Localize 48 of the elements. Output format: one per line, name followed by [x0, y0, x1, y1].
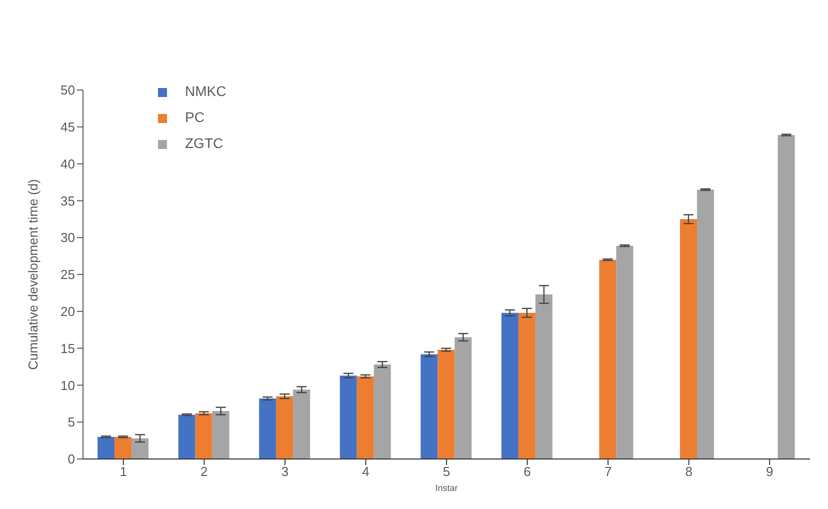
bar — [616, 246, 634, 459]
bar — [438, 350, 455, 459]
x-tick-label: 2 — [200, 464, 208, 480]
y-tick-label: 40 — [60, 156, 75, 172]
bar — [599, 260, 616, 459]
bar — [212, 411, 230, 459]
x-tick-label: 4 — [362, 464, 370, 480]
bar — [178, 414, 196, 459]
bar — [259, 398, 276, 459]
bar — [454, 337, 472, 459]
bar — [340, 376, 357, 459]
bar — [501, 312, 518, 459]
y-tick-label: 35 — [60, 193, 75, 208]
bar — [132, 438, 149, 459]
bar — [535, 294, 552, 459]
y-tick-label: 0 — [68, 452, 75, 467]
legend-label: NMKC — [185, 83, 226, 99]
x-tick-label: 3 — [281, 464, 289, 480]
bar — [420, 354, 438, 459]
bar — [276, 396, 294, 459]
x-tick-label: 1 — [120, 464, 128, 480]
bar — [114, 436, 132, 459]
bar — [518, 312, 536, 459]
bar — [680, 219, 697, 459]
bar — [374, 364, 391, 459]
y-tick-label: 15 — [60, 340, 75, 356]
x-tick-label: 6 — [524, 464, 531, 480]
legend-label: ZGTC — [185, 135, 224, 151]
x-tick-label: 9 — [766, 464, 774, 480]
x-tick-label: 8 — [685, 464, 692, 480]
legend-label: PC — [185, 109, 204, 125]
x-axis-title: Instar — [435, 483, 458, 493]
y-tick-label: 10 — [60, 378, 75, 393]
bar — [778, 135, 795, 459]
x-tick-label: 5 — [442, 464, 450, 480]
y-tick-label: 20 — [60, 304, 75, 320]
y-tick-label: 50 — [60, 82, 75, 98]
y-tick-label: 25 — [60, 267, 75, 282]
bar — [195, 413, 212, 459]
x-tick-label: 7 — [604, 464, 612, 480]
bar — [293, 390, 310, 459]
y-tick-label: 30 — [60, 230, 75, 246]
bar — [356, 376, 374, 459]
y-axis-title: Cumulative development time (d) — [26, 179, 41, 370]
y-tick-label: 45 — [60, 120, 75, 135]
bar — [98, 436, 115, 459]
y-tick-label: 5 — [68, 414, 75, 430]
bar — [696, 190, 714, 459]
